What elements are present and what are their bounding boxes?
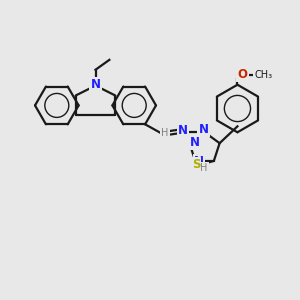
Text: N: N	[194, 155, 204, 168]
Text: N: N	[178, 124, 188, 137]
Text: N: N	[91, 78, 100, 91]
Text: N: N	[189, 136, 200, 149]
Text: S: S	[192, 158, 200, 171]
Text: H: H	[200, 163, 208, 173]
Text: N: N	[199, 123, 208, 136]
Text: H: H	[161, 128, 169, 138]
Text: O: O	[237, 68, 248, 81]
Text: CH₃: CH₃	[254, 70, 272, 80]
